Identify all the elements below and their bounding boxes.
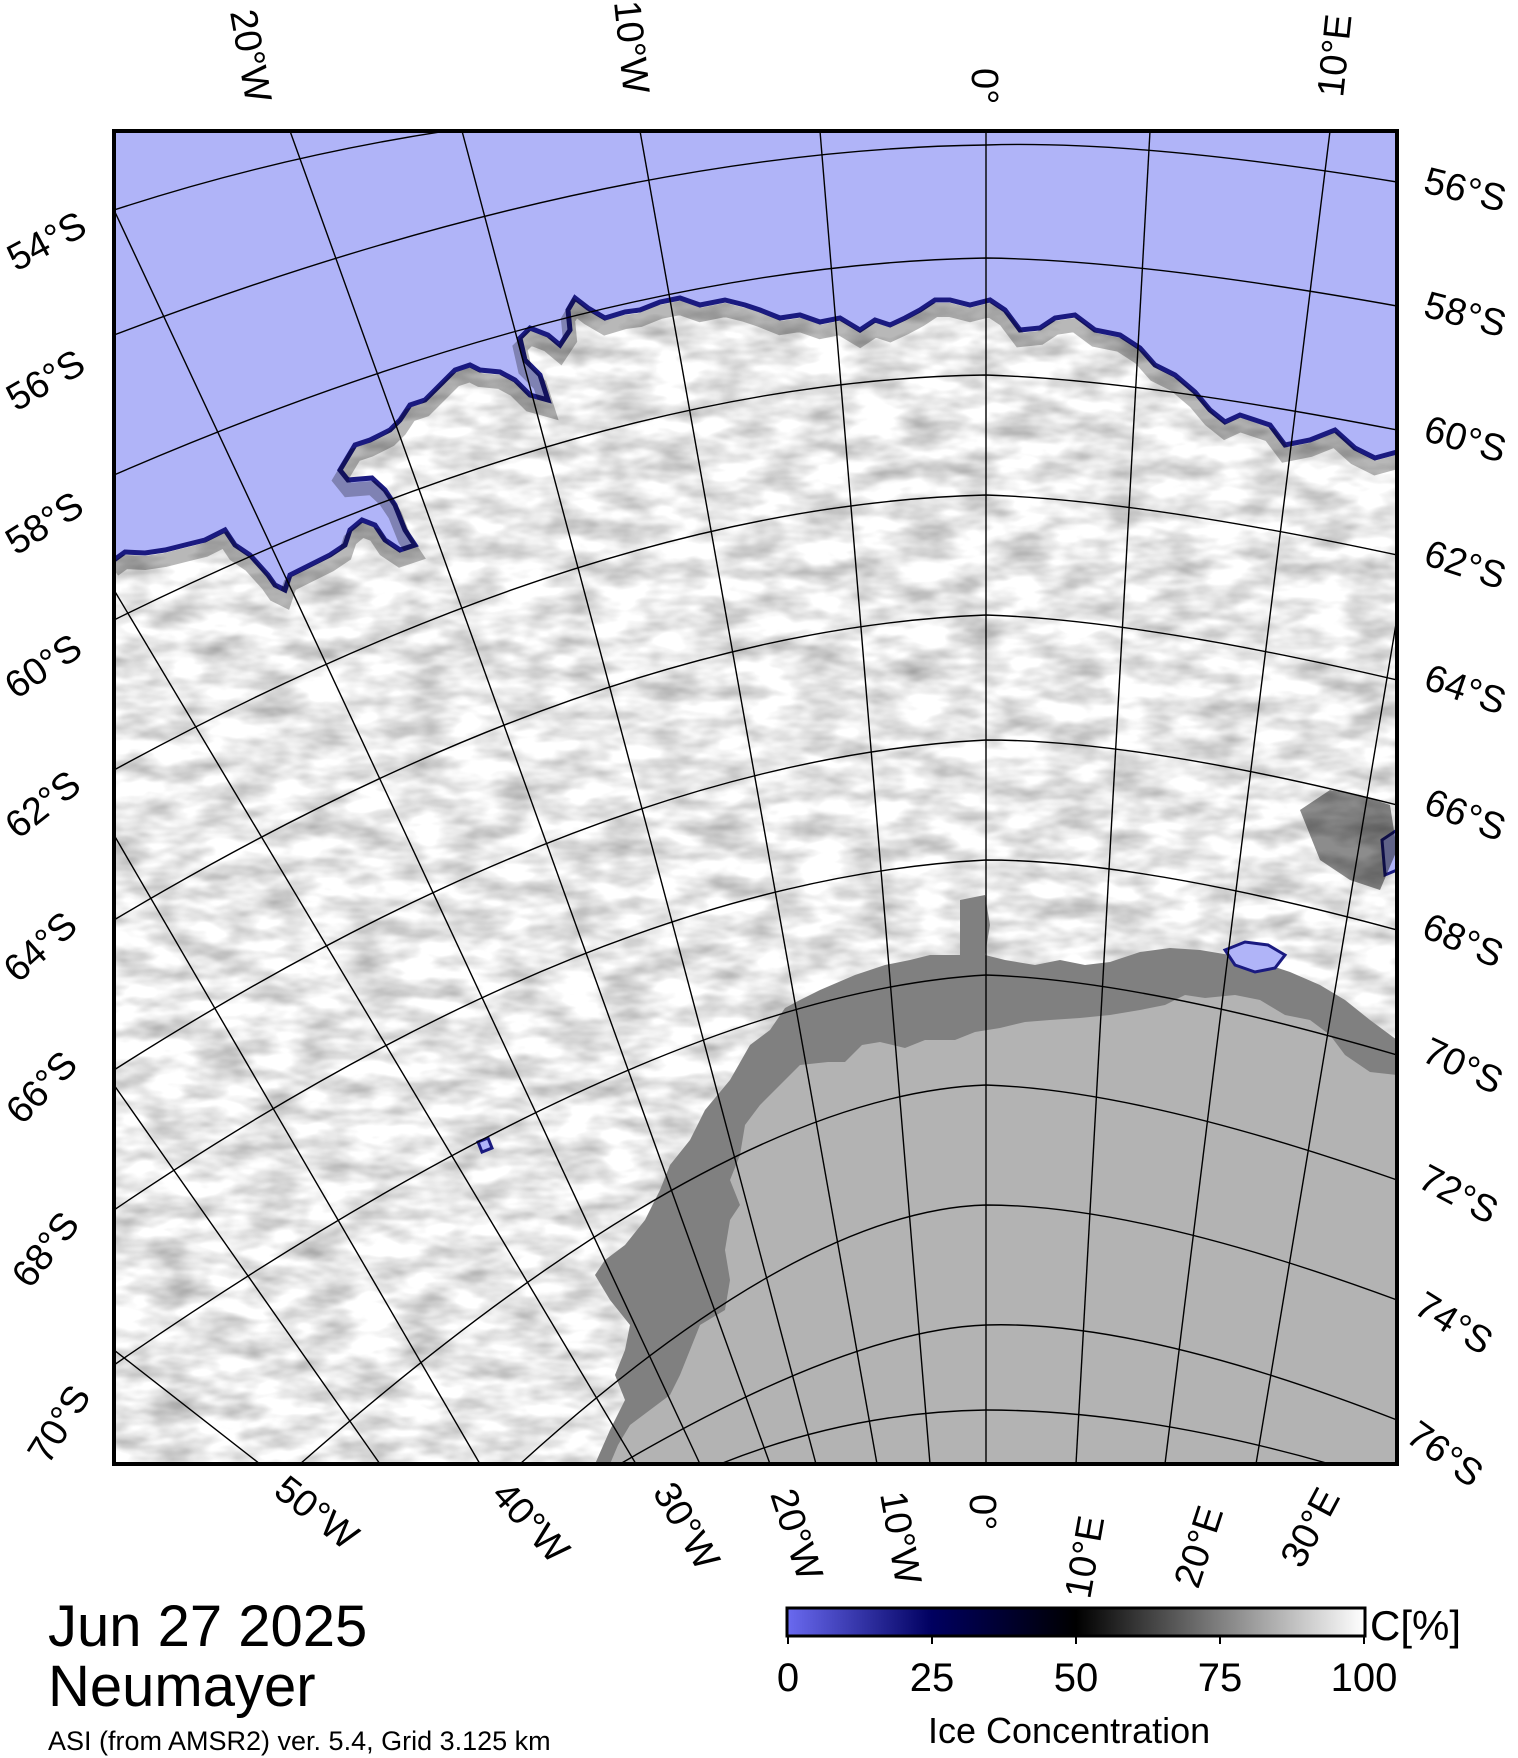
bottom-lon-label: 10°E (1058, 1513, 1114, 1602)
map-frame (112, 129, 1399, 1466)
data-source: ASI (from AMSR2) ver. 5.4, Grid 3.125 km (48, 1726, 551, 1756)
bottom-lon-label: 30°W (644, 1476, 727, 1578)
left-latitude-labels: 54°S 56°S 58°S 60°S 62°S 64°S 66°S 68°S … (0, 204, 100, 1471)
right-latitude-labels: 56°S 58°S 60°S 62°S 64°S 66°S 68°S 70°S … (1399, 160, 1511, 1496)
graticule (114, 131, 1397, 1464)
open-water-patch-east (1380, 828, 1397, 878)
left-lat-label: 54°S (1, 204, 94, 280)
top-lon-label: 0° (963, 68, 1005, 104)
bottom-lon-label: 0° (961, 1494, 1003, 1530)
bottom-lon-label: 20°W (761, 1484, 830, 1586)
right-lat-label: 56°S (1420, 160, 1511, 221)
bottom-lon-label: 40°W (483, 1474, 577, 1572)
open-water-polynya (1222, 940, 1288, 974)
left-lat-label: 60°S (0, 626, 90, 707)
right-lat-label: 72°S (1412, 1157, 1505, 1233)
left-lat-label: 64°S (0, 904, 86, 991)
right-lat-label: 60°S (1420, 408, 1511, 471)
map-date: Jun 27 2025 (48, 1594, 368, 1659)
station-name: Neumayer (48, 1654, 316, 1719)
left-lat-label: 58°S (0, 484, 91, 564)
right-lat-label: 76°S (1399, 1413, 1491, 1496)
top-lon-label: 20°W (221, 6, 279, 105)
right-lat-label: 74°S (1407, 1284, 1499, 1364)
right-lat-label: 58°S (1420, 284, 1511, 346)
right-lat-label: 66°S (1419, 781, 1511, 850)
colorbar-unit: C[%] (1370, 1602, 1462, 1649)
colorbar-ticks (787, 1636, 1365, 1644)
colorbar-tick-label: 0 (776, 1656, 800, 1700)
left-lat-label: 66°S (0, 1044, 86, 1133)
colorbar (785, 1606, 1367, 1638)
marginal-ice-zone (114, 297, 1397, 610)
ice-edge-line (114, 294, 1397, 594)
top-longitude-labels: 20°W 10°W 0° 10°E (221, 0, 1360, 106)
bottom-lon-label: 50°W (266, 1468, 366, 1559)
colorbar-tick-label: 75 (1197, 1656, 1243, 1700)
left-lat-label: 62°S (0, 763, 89, 847)
open-water-patch-small (476, 1136, 494, 1154)
top-lon-label: 10°E (1310, 12, 1360, 99)
bottom-lon-label: 30°E (1273, 1481, 1349, 1574)
open-water-area (114, 131, 1397, 590)
bottom-lon-label: 20°E (1167, 1501, 1233, 1593)
colorbar-tick-label: 100 (1330, 1656, 1398, 1700)
left-lat-label: 56°S (0, 342, 92, 420)
land-area (610, 995, 1397, 1464)
right-lat-label: 62°S (1419, 533, 1511, 599)
bottom-lon-label: 10°W (871, 1488, 929, 1587)
coastal-dark-ice (1300, 790, 1397, 890)
left-lat-label: 68°S (4, 1204, 88, 1295)
colorbar-title: Ice Concentration (928, 1710, 1211, 1751)
left-lat-label: 70°S (20, 1378, 100, 1470)
colorbar-tick-label: 25 (909, 1656, 955, 1700)
top-lon-label: 10°W (605, 0, 657, 96)
right-lat-label: 64°S (1419, 657, 1511, 724)
bottom-longitude-labels: 50°W 40°W 30°W 20°W 10°W 0° 10°E 20°E 30… (266, 1468, 1348, 1602)
colorbar-tick-label: 50 (1053, 1656, 1099, 1700)
right-lat-label: 70°S (1416, 1030, 1509, 1103)
right-lat-label: 68°S (1416, 906, 1509, 977)
